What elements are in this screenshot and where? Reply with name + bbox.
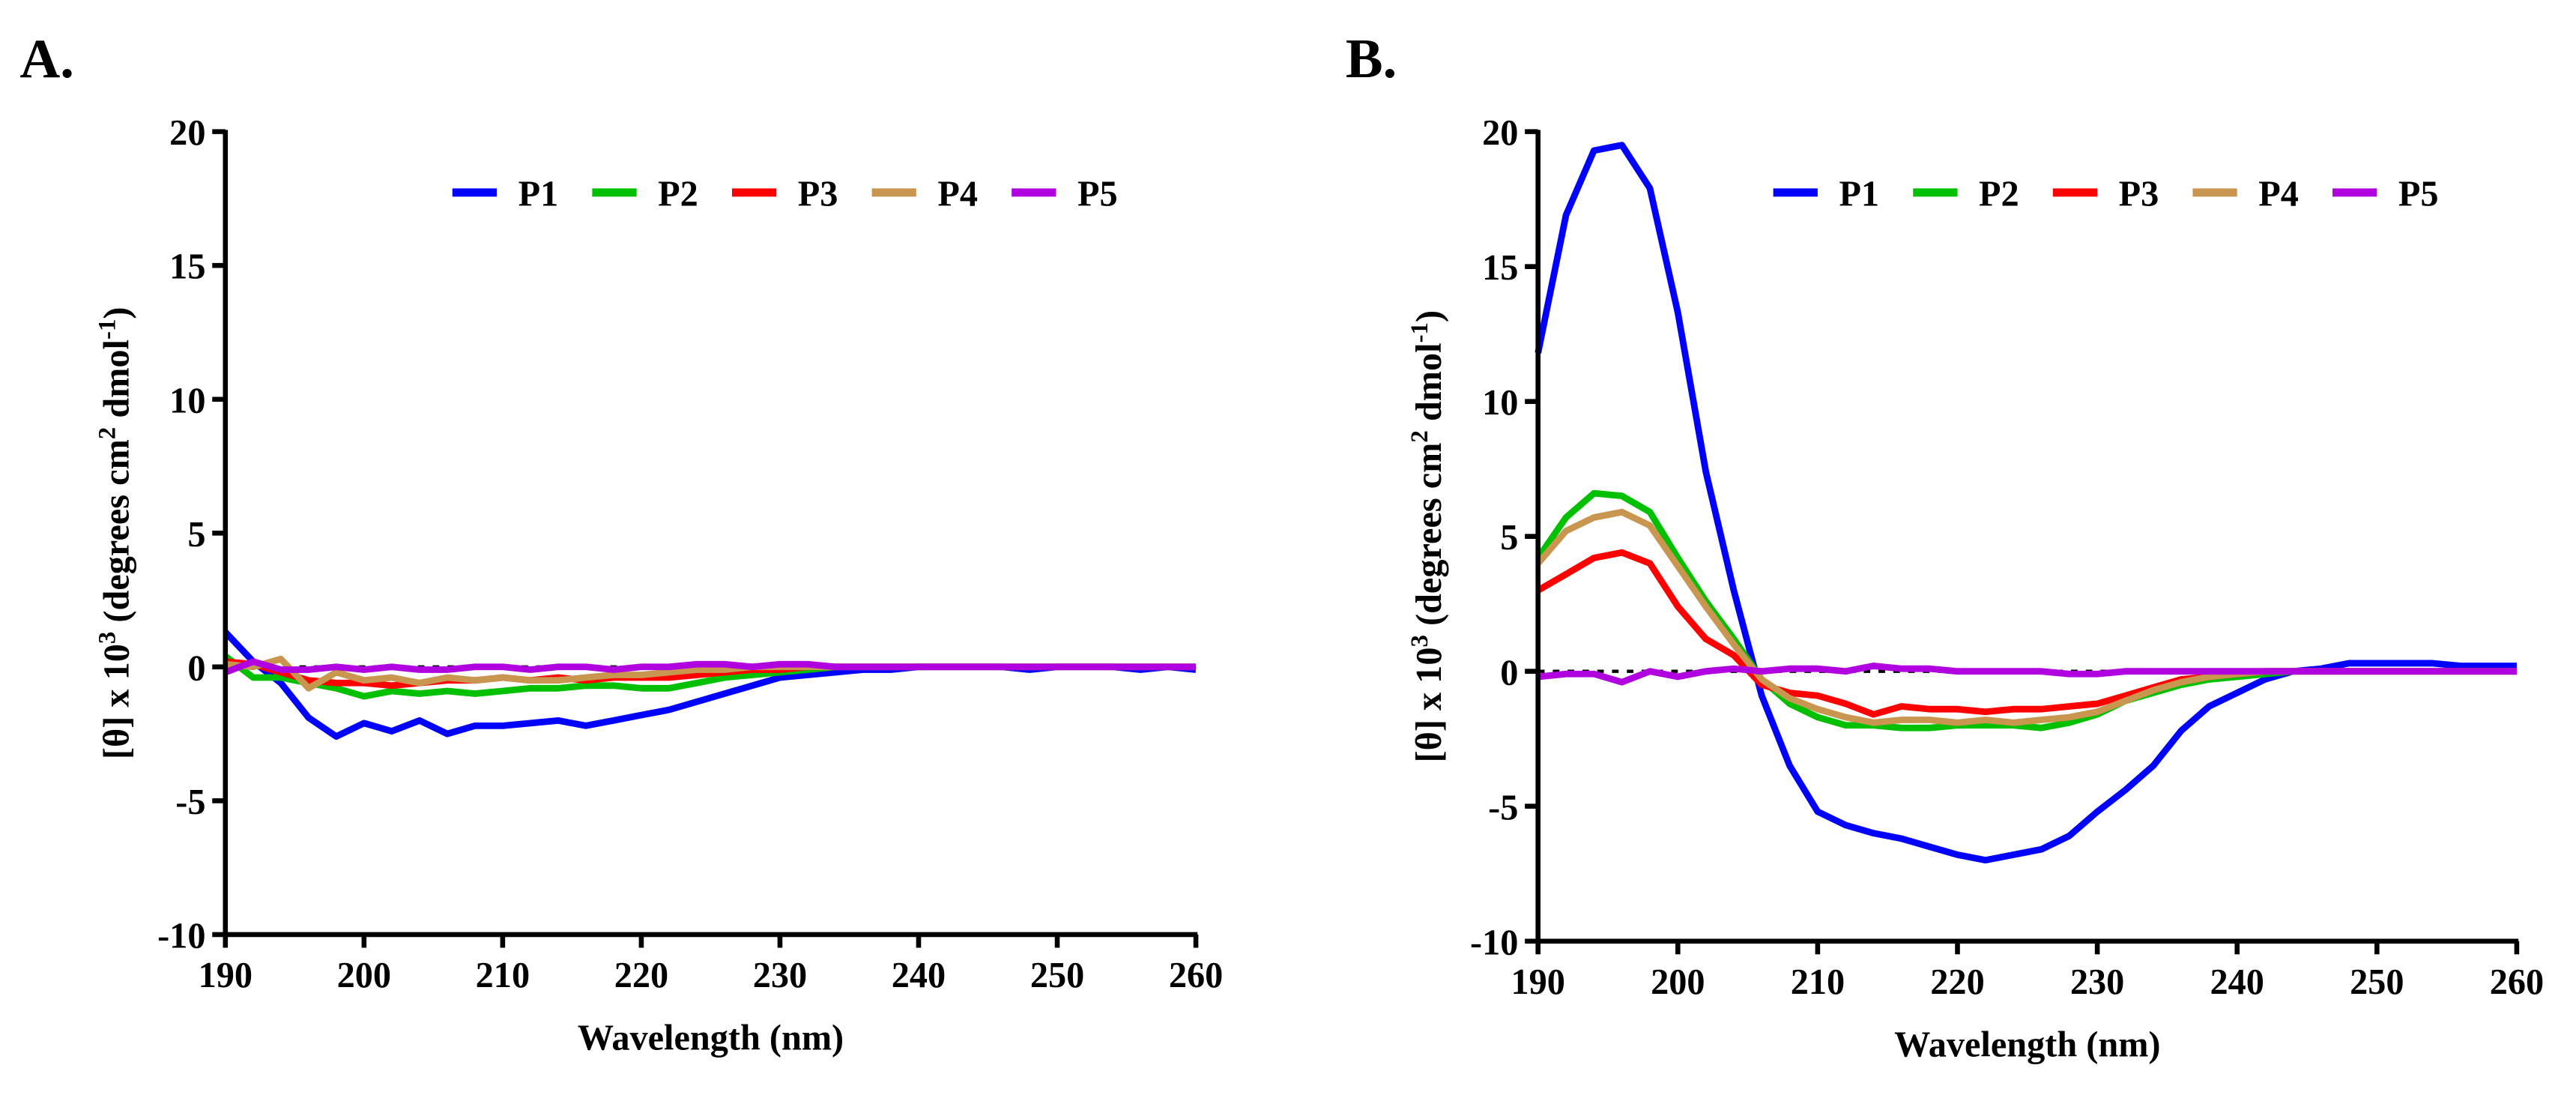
- y-tick-label: 5: [1500, 518, 1518, 558]
- legend-label-p3: P3: [798, 174, 838, 214]
- x-tick-label: 200: [1651, 962, 1705, 1002]
- x-tick-label: 260: [2490, 962, 2544, 1002]
- x-tick-label: 190: [199, 956, 253, 995]
- x-tick-label: 190: [1511, 962, 1564, 1002]
- y-axis-label-superscript: 2: [94, 427, 121, 439]
- x-tick-label: 200: [337, 956, 391, 995]
- y-axis-label-text: dmol: [97, 340, 136, 427]
- y-tick-label: 5: [187, 515, 205, 555]
- y-tick-label: 20: [1482, 113, 1518, 153]
- x-tick-label: 230: [753, 956, 807, 995]
- x-tick-label: 220: [614, 956, 668, 995]
- legend-label-p4: P4: [2258, 174, 2299, 214]
- x-tick-label: 240: [892, 956, 946, 995]
- y-tick-label: 10: [169, 381, 205, 420]
- x-tick-label: 210: [476, 956, 530, 995]
- y-axis-label-superscript: 2: [1406, 430, 1433, 442]
- y-axis-label-superscript: -1: [94, 319, 121, 340]
- y-tick-label: 20: [169, 113, 205, 153]
- y-tick-label: -10: [1470, 923, 1518, 962]
- y-tick-label: 0: [1500, 653, 1518, 693]
- series-line-p5: [224, 658, 1197, 676]
- y-axis-label-text: (degrees cm: [1409, 443, 1449, 636]
- y-tick-label: 15: [1482, 248, 1518, 288]
- panel-label: A.: [19, 28, 74, 90]
- y-axis-label-superscript: 3: [94, 632, 121, 644]
- y-axis-label: [θ] x 103 (degrees cm2 dmol-1): [94, 307, 136, 760]
- x-tick-label: 240: [2210, 962, 2264, 1002]
- x-tick-label: 220: [1930, 962, 1984, 1002]
- y-tick-label: 15: [169, 247, 205, 287]
- x-tick-label: 210: [1791, 962, 1845, 1002]
- x-tick-label: 230: [2070, 962, 2124, 1002]
- legend-label-p2: P2: [658, 174, 698, 214]
- x-tick-label: 250: [2350, 962, 2404, 1002]
- y-axis-label-superscript: -1: [1406, 322, 1433, 343]
- y-tick-label: -10: [157, 917, 205, 956]
- panel-a: A. -10 -5 0 5 10 15 20 190 200 210 220 230 240 250 260 W…: [19, 28, 1223, 1058]
- x-tick-label: 250: [1030, 956, 1084, 995]
- y-tick-label: -5: [175, 782, 205, 822]
- legend-label-p2: P2: [1979, 174, 2019, 214]
- legend: P1 P2 P3 P4 P5: [1773, 174, 2439, 214]
- series-line-p1: [1535, 142, 2517, 864]
- legend-label-p1: P1: [518, 174, 559, 214]
- x-tick-label: 260: [1169, 956, 1223, 995]
- y-axis-label-superscript: 3: [1406, 635, 1433, 647]
- y-axis-label-text: [θ] x 10: [1409, 648, 1449, 763]
- legend-label-p1: P1: [1839, 174, 1879, 214]
- legend-label-p5: P5: [1077, 174, 1118, 214]
- y-tick-label: 0: [187, 648, 205, 688]
- legend-label-p3: P3: [2119, 174, 2159, 214]
- panel-b: B. -10 -5 0 5 10 15 20 190 200 210 220 230 240 250 260 W…: [1346, 28, 2544, 1064]
- series-line-p5: [1538, 663, 2517, 686]
- panel-label: B.: [1346, 28, 1397, 90]
- y-tick-label: -5: [1488, 788, 1518, 827]
- x-axis-label: Wavelength (nm): [1894, 1025, 2160, 1064]
- y-axis-label-text: ): [1409, 310, 1449, 322]
- legend-label-p4: P4: [937, 174, 978, 214]
- y-axis-label-text: ): [97, 307, 136, 319]
- y-axis-label-text: (degrees cm: [97, 439, 136, 632]
- legend-label-p5: P5: [2398, 174, 2439, 214]
- y-axis-label-text: dmol: [1409, 343, 1449, 430]
- y-tick-label: 10: [1482, 383, 1518, 423]
- y-axis-label-text: [θ] x 10: [97, 644, 136, 759]
- x-axis-label: Wavelength (nm): [578, 1019, 844, 1058]
- legend: P1 P2 P3 P4 P5: [452, 174, 1118, 214]
- y-axis-label: [θ] x 103 (degrees cm2 dmol-1): [1406, 310, 1449, 763]
